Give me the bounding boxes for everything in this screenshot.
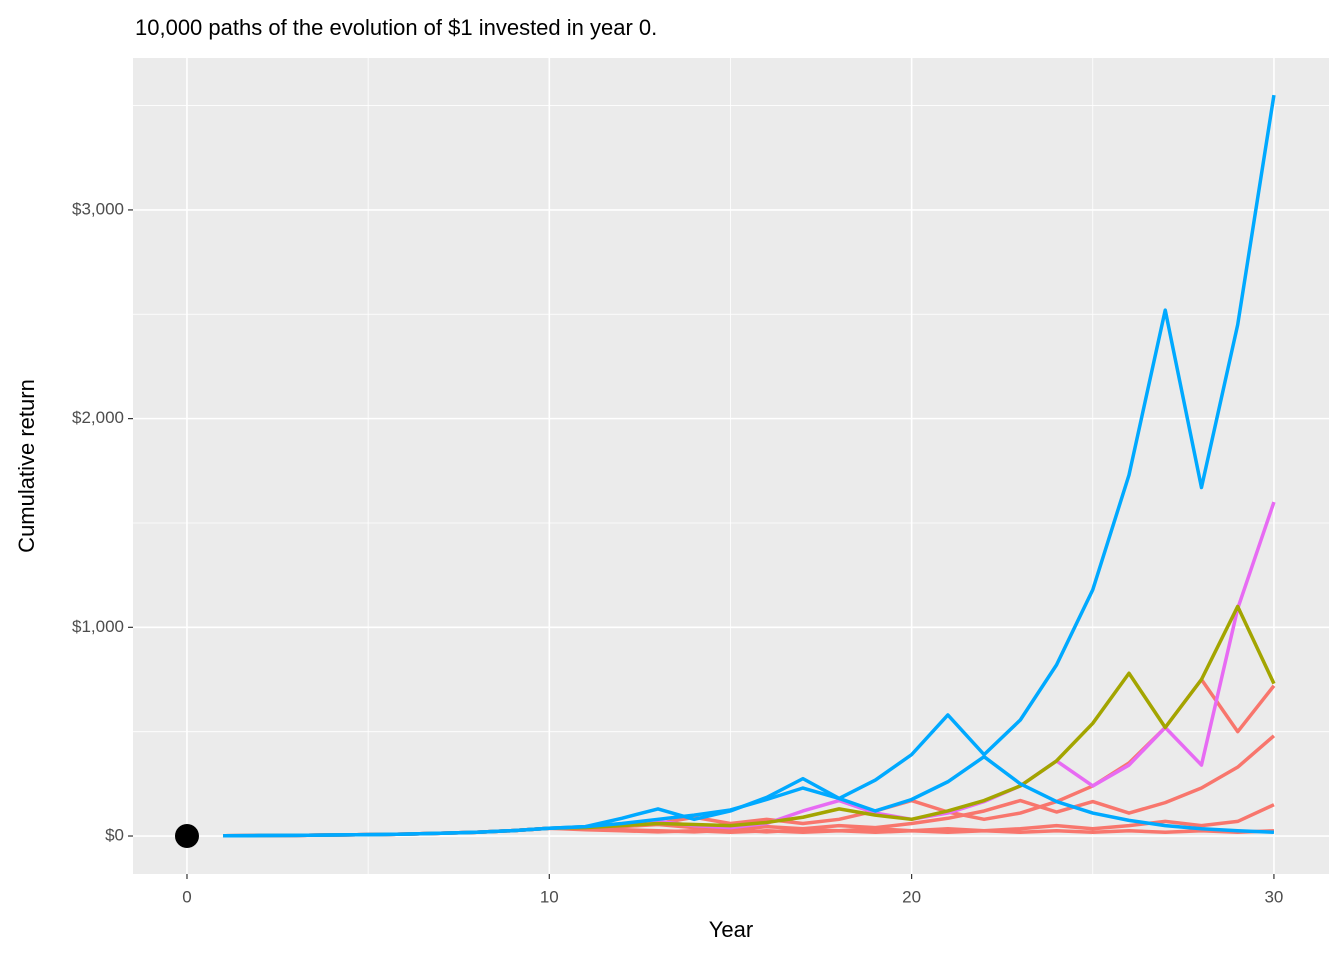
y-tick-label: $2,000 [72, 408, 124, 427]
series-line [223, 94, 1276, 838]
y-axis-title: Cumulative return [14, 379, 39, 553]
x-tick-label: 20 [902, 887, 921, 906]
plot-panel [133, 58, 1329, 874]
chart-title: 10,000 paths of the evolution of $1 inve… [135, 15, 657, 40]
x-tick-label: 10 [540, 887, 559, 906]
x-tick-label: 0 [182, 887, 191, 906]
y-tick-label: $0 [105, 826, 124, 845]
start-point [174, 824, 199, 849]
x-axis-title: Year [709, 917, 753, 942]
y-tick-label: $3,000 [72, 199, 124, 218]
x-tick-label: 30 [1264, 887, 1283, 906]
y-tick-label: $1,000 [72, 617, 124, 636]
